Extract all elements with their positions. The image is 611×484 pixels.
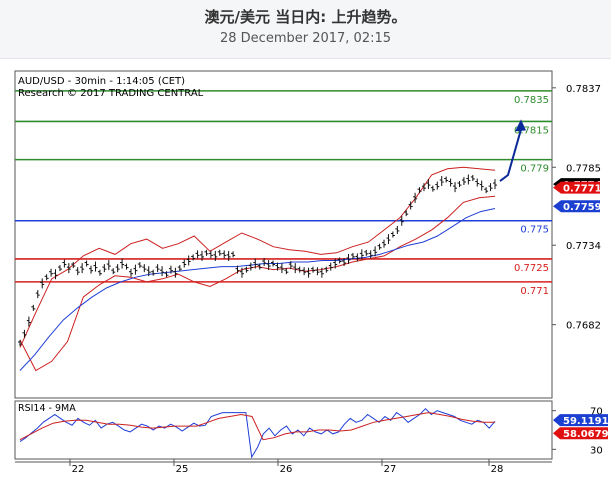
- forecast-arrow-line: [499, 129, 522, 182]
- last-price-tag-label: 0.77595: [563, 202, 609, 213]
- rsi-tick-label: 30: [590, 445, 603, 456]
- time-tick-label: 28: [491, 464, 504, 475]
- time-tick-label: 22: [72, 464, 85, 475]
- chart-header: 澳元/美元 当日内: 上升趋势。 28 December 2017, 02:15: [0, 0, 611, 59]
- page-subtitle: 28 December 2017, 02:15: [219, 31, 392, 46]
- rsi-value-tag-label: 58.0679: [563, 429, 609, 440]
- rsi-panel: [14, 400, 553, 460]
- rsi-value-tag: [553, 427, 608, 440]
- rsi-layer: 70 30 59.1191 58.0679: [19, 407, 609, 459]
- last-price-tag-label: 0.77717: [563, 184, 609, 195]
- rsi-label: RSI14 - 9MA: [18, 403, 76, 414]
- rsi-tick-label: 70: [590, 407, 603, 418]
- price-tick-label: 0.7785: [566, 163, 601, 174]
- level-label: 0.7815: [514, 125, 549, 136]
- level-lines: 0.7835 0.7815 0.779 0.775 0.7725 0.771: [15, 90, 552, 297]
- main-panel: [14, 70, 553, 399]
- price-tick-label: 0.7837: [566, 84, 601, 95]
- price-tick-label: 0.7682: [566, 321, 601, 332]
- forecast-arrow-head: [515, 119, 526, 132]
- level-label: 0.775: [520, 225, 549, 236]
- level-label: 0.771: [520, 286, 549, 297]
- time-tick-label: 26: [280, 464, 293, 475]
- level-label: 0.7835: [514, 95, 549, 106]
- page-title: 澳元/美元 当日内: 上升趋势。: [204, 8, 407, 26]
- moving-average-line: [19, 208, 496, 371]
- rsi-ma-line: [19, 412, 495, 441]
- level-label: 0.779: [520, 164, 549, 175]
- bollinger-upper-line: [19, 166, 496, 348]
- bollinger-lower-line: [19, 195, 496, 372]
- time-tick-label: 27: [384, 464, 397, 475]
- instrument-info: AUD/USD - 30min - 1:14:05 (CET): [18, 76, 185, 87]
- price-tick-label: 0.7734: [566, 241, 601, 252]
- level-label: 0.7725: [514, 263, 549, 274]
- research-credit: Research © 2017 TRADING CENTRAL: [18, 88, 204, 99]
- series-layer: [18, 119, 526, 372]
- time-tick-label: 25: [176, 464, 189, 475]
- rsi-value-tag: [553, 414, 608, 427]
- rsi-value-tag-label: 59.1191: [563, 416, 609, 427]
- axis-layer: 0.7837 0.7785 0.7734 0.7682 22 25 26 27 28: [69, 84, 601, 475]
- rsi-line: [19, 407, 496, 459]
- last-price-tag: [553, 200, 600, 213]
- last-price-tag: [553, 181, 600, 194]
